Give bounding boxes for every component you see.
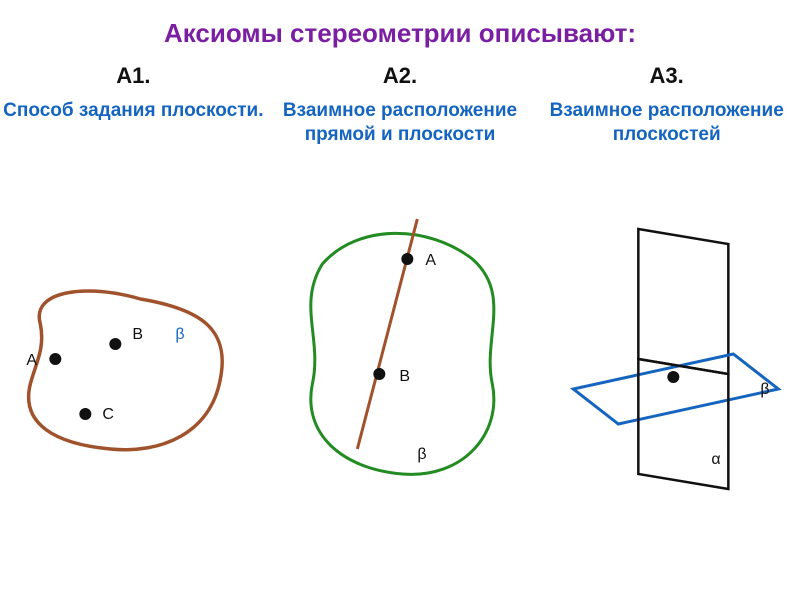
point-a <box>49 353 61 365</box>
label-a3: А3. <box>533 63 800 89</box>
point-b-label: B <box>132 326 143 343</box>
point-b <box>373 368 385 380</box>
plane-alpha-front <box>639 359 729 489</box>
beta-label-a2: β <box>417 446 426 463</box>
beta-label-a1: β <box>175 326 184 343</box>
point-a <box>401 253 413 265</box>
axiom-label-row: А1. А2. А3. <box>0 49 800 89</box>
plane-blob-a2 <box>310 233 493 474</box>
diagram-a3: α β <box>533 189 800 509</box>
axiom-desc-row: Способ задания плоскости. Взаимное распо… <box>0 89 800 189</box>
beta-label-a3: β <box>761 381 770 398</box>
intersection-point <box>668 371 680 383</box>
diagram-a2: A B β <box>267 189 534 509</box>
desc-a3: Взаимное расположение плоскостей <box>533 99 800 189</box>
diagram-row: A B C β A B β α β <box>0 189 800 509</box>
desc-a1: Способ задания плоскости. <box>0 99 267 189</box>
desc-a2: Взаимное расположение прямой и плоскости <box>267 99 534 189</box>
diagram-a1: A B C β <box>0 189 267 509</box>
point-a-label: A <box>425 252 436 269</box>
alpha-label: α <box>712 451 721 468</box>
point-c-label: C <box>102 406 114 423</box>
plane-blob-a1 <box>29 291 223 450</box>
point-b <box>109 338 121 350</box>
point-c <box>79 408 91 420</box>
point-b-label: B <box>399 368 410 385</box>
page-title: Аксиомы стереометрии описывают: <box>0 18 800 49</box>
point-a-label: A <box>26 352 37 369</box>
label-a2: А2. <box>267 63 534 89</box>
label-a1: А1. <box>0 63 267 89</box>
plane-alpha-back <box>639 229 729 374</box>
